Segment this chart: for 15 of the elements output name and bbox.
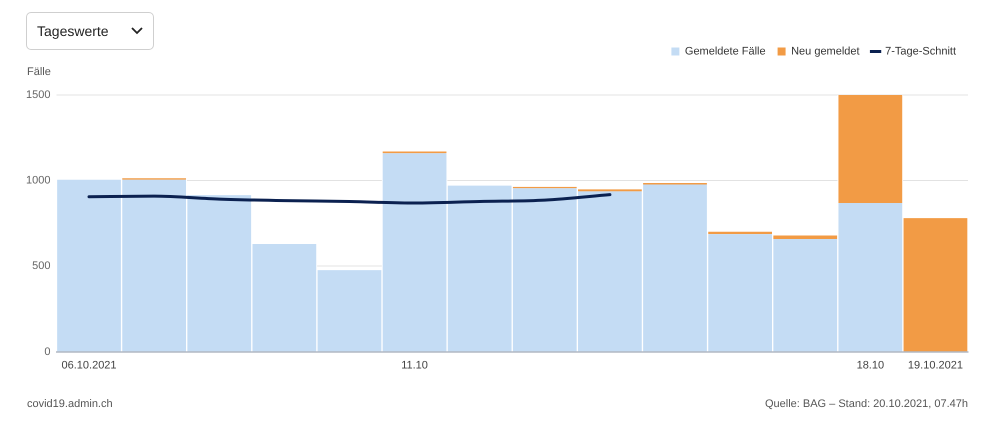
text: covid19.admin.ch	[27, 398, 113, 410]
x-tick-label: 18.10	[856, 359, 884, 372]
legend-label: Neu gemeldet	[791, 46, 860, 58]
x-tick-label: 11.10	[401, 359, 428, 372]
dropdown-field: Tageswerte	[26, 12, 154, 50]
legend-label: Gemeldete Fälle	[684, 46, 766, 58]
x-tick-label: 19.10.2021	[908, 359, 963, 372]
y-tick-label: 500	[32, 260, 50, 272]
y-tick-label: 1500	[26, 89, 50, 102]
y-tick-label: 0	[44, 346, 50, 358]
source-note: Quelle: BAG – Stand: 20.10.2021, 07.47h	[764, 398, 968, 410]
y-tick-label: 1000	[26, 174, 50, 187]
y-axis-title: Fälle	[27, 66, 51, 78]
x-tick-label: 06.10.2021	[61, 359, 117, 372]
legend-label: 7-Tage-Schnitt	[885, 46, 956, 58]
